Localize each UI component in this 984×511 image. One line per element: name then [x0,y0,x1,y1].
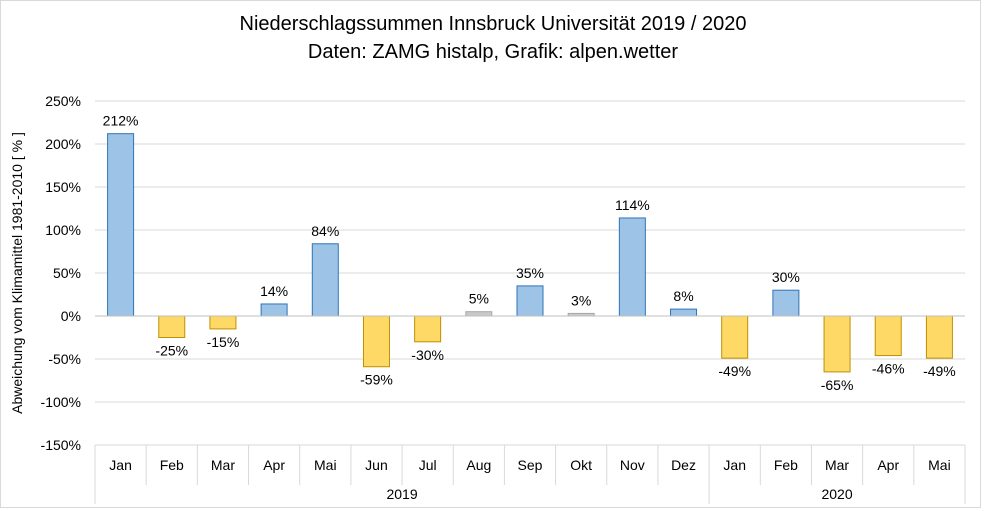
y-tick-label: 150% [45,179,81,195]
x-tick-label: Jan [723,457,746,473]
group-label-2019: 2019 [386,486,417,502]
data-label: 35% [516,265,544,281]
y-tick-label: -100% [41,394,81,410]
y-tick-label: 0% [61,308,81,324]
x-tick-label: Okt [570,457,592,473]
data-label: -25% [155,343,188,359]
x-tick-label: Aug [466,457,491,473]
x-tick-label: Mar [825,457,849,473]
y-tick-label: 50% [53,265,81,281]
bar-mar-14 [823,315,851,373]
bar-jan-0 [107,133,135,317]
y-axis-label: Abweichung vom Klimamittel 1981-2010 [ %… [9,132,25,414]
x-tick-label: Nov [620,457,645,473]
data-label: -49% [923,363,956,379]
data-label: -65% [821,377,854,393]
x-tick-label: Mar [211,457,235,473]
y-tick-label: 100% [45,222,81,238]
bar-mar-2 [209,315,237,330]
bar-jul-6 [414,315,442,343]
bar-nov-10 [618,217,646,317]
x-tick-label: Jul [419,457,437,473]
data-label: 14% [260,283,288,299]
bar-apr-15 [874,315,902,357]
bar-sep-8 [516,285,544,317]
x-tick-label: Feb [160,457,184,473]
y-tick-label: -50% [48,351,81,367]
x-tick-label: Jun [365,457,388,473]
y-tick-label: 250% [45,93,81,109]
group-label-2020: 2020 [821,486,852,502]
data-label: 84% [311,223,339,239]
x-tick-label: Mai [314,457,337,473]
bar-jun-5 [362,315,390,368]
y-tick-label: 200% [45,136,81,152]
data-label: 114% [615,197,650,213]
data-label: -15% [207,334,240,350]
data-label: -49% [718,363,751,379]
bar-aug-7 [465,311,493,317]
data-label: 3% [571,292,591,308]
data-label: 30% [772,269,800,285]
bar-apr-3 [260,303,288,317]
chart-subtitle: Daten: ZAMG histalp, Grafik: alpen.wette… [307,41,679,63]
bar-dez-11 [670,308,698,317]
chart-title: Niederschlagssummen Innsbruck Universitä… [239,13,747,35]
data-label: 8% [673,288,693,304]
x-tick-label: Sep [518,457,543,473]
bar-jan-12 [721,315,749,359]
data-label: -30% [411,347,444,363]
x-tick-label: Dez [671,457,696,473]
data-label: -59% [360,372,393,388]
bar-mai-16 [925,315,953,359]
x-tick-label: Apr [263,457,285,473]
data-label: 212% [103,113,139,129]
data-label: 5% [469,291,489,307]
x-tick-label: Jan [109,457,132,473]
x-tick-label: Mai [928,457,951,473]
bar-feb-1 [158,315,186,338]
y-tick-label: -150% [41,437,81,453]
x-tick-label: Apr [877,457,899,473]
bar-feb-13 [772,289,800,317]
data-label: -46% [872,361,905,377]
bar-mai-4 [311,243,339,317]
x-tick-label: Feb [774,457,798,473]
